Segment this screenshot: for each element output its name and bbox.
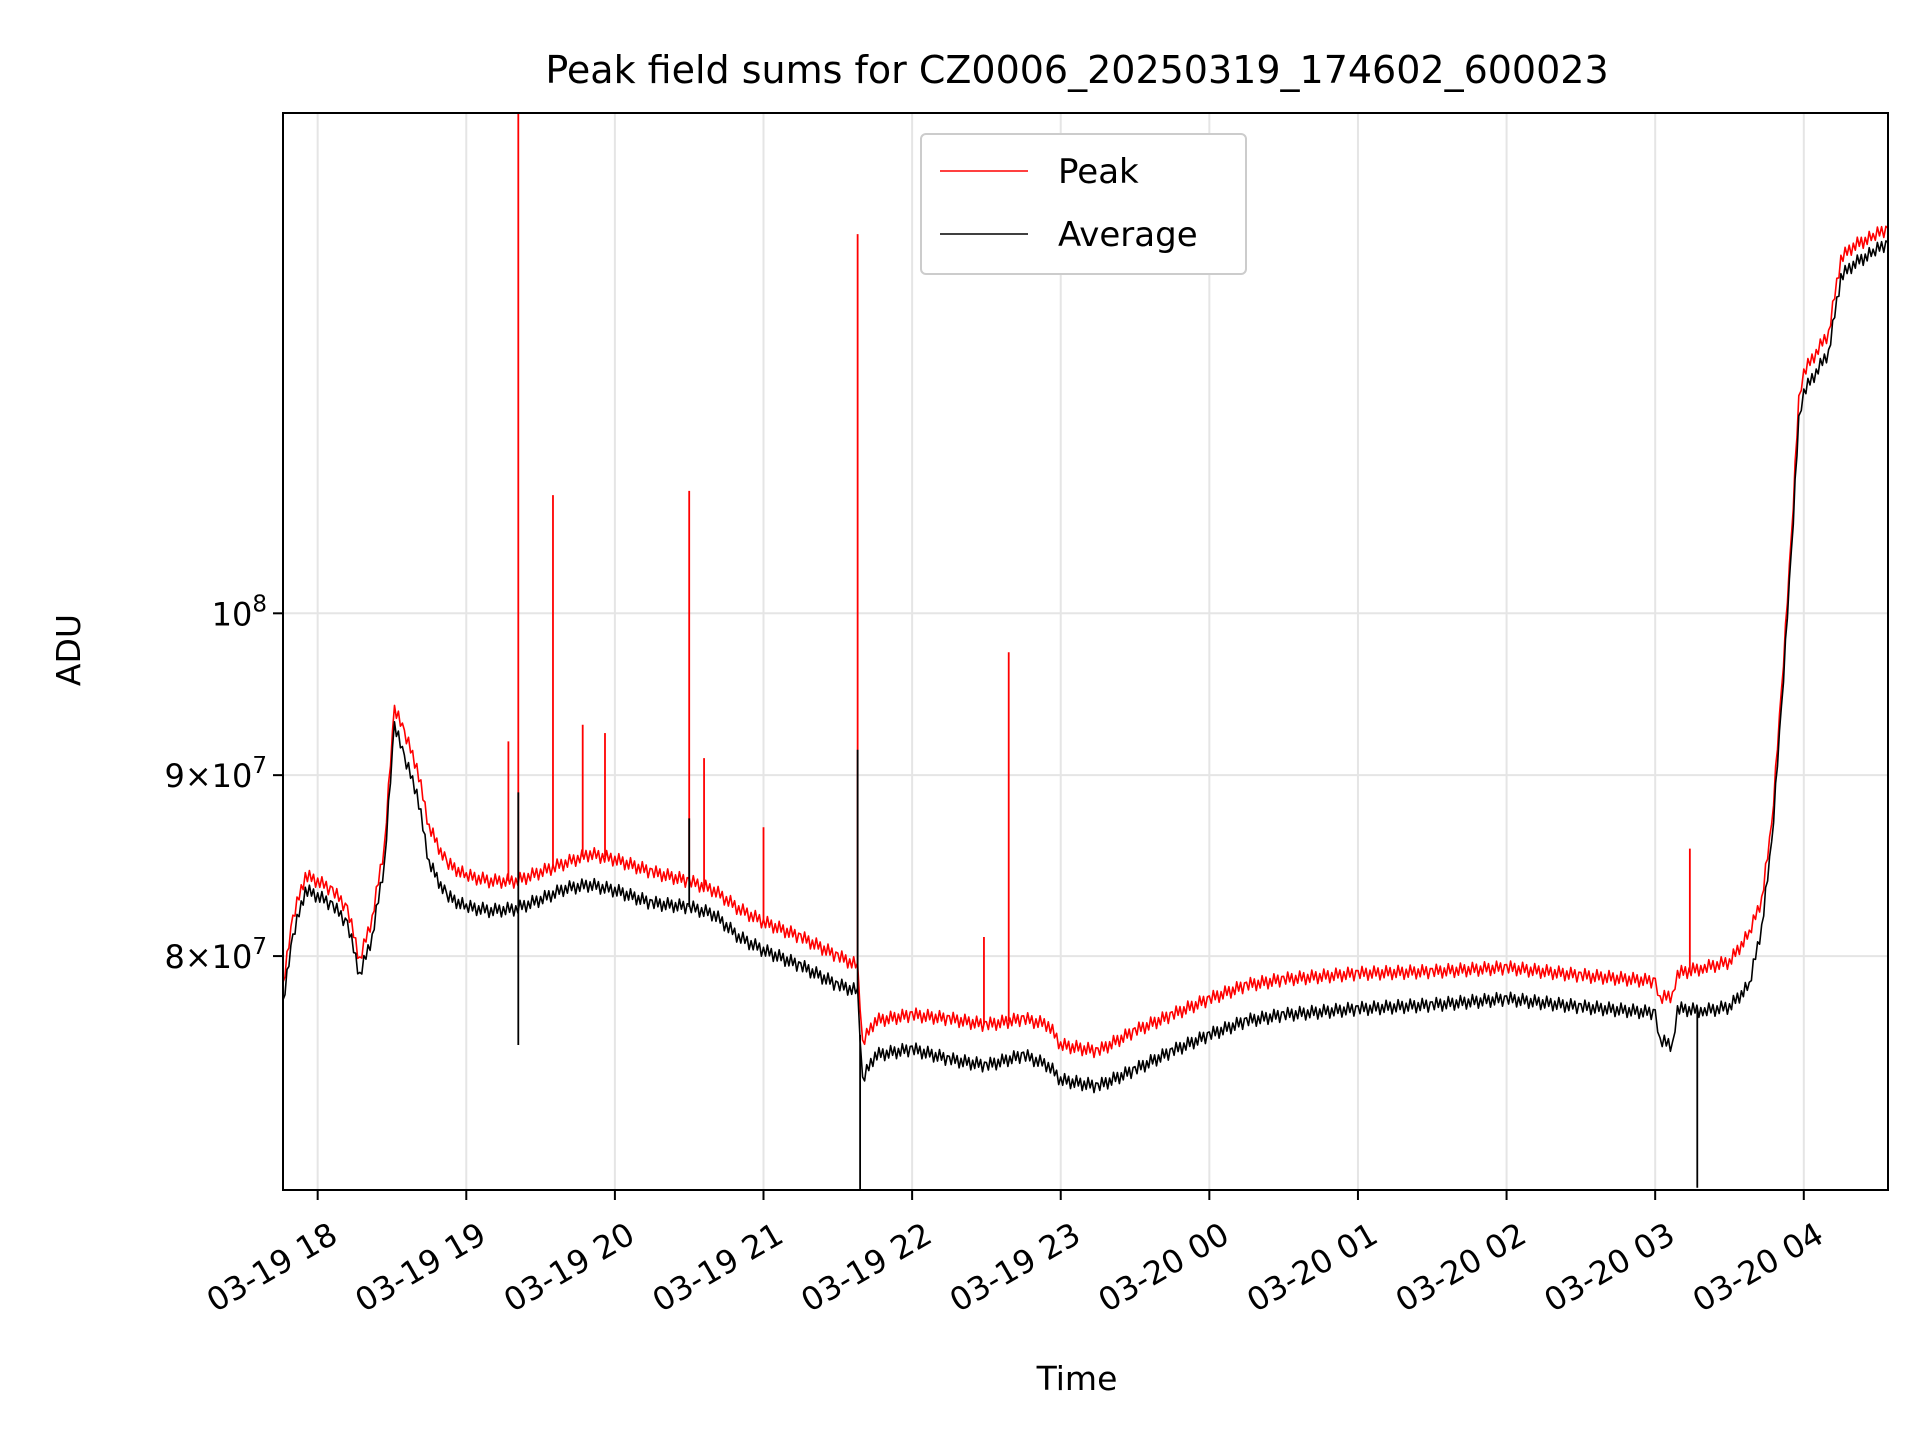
- y-axis-label: ADU: [49, 614, 88, 686]
- legend-box: [920, 133, 1247, 275]
- plot-area: [283, 113, 1888, 1190]
- x-axis-label: Time: [1036, 1359, 1118, 1398]
- legend: Peak Average: [920, 133, 1247, 275]
- y-axis: 8×107 9×107 108: [164, 591, 283, 976]
- chart-title: Peak field sums for CZ0006_20250319_1746…: [545, 48, 1608, 92]
- series-group: [283, 113, 1888, 1190]
- legend-label-average: Average: [1058, 215, 1198, 255]
- y-tick-label: 108: [212, 591, 267, 633]
- y-tick-label: 8×107: [164, 934, 267, 976]
- series-line-average: [283, 240, 1888, 1094]
- series-line-peak: [283, 225, 1888, 1059]
- legend-label-peak: Peak: [1058, 152, 1139, 192]
- plot-frame: [282, 112, 1889, 1191]
- y-tick-label: 9×107: [164, 753, 267, 795]
